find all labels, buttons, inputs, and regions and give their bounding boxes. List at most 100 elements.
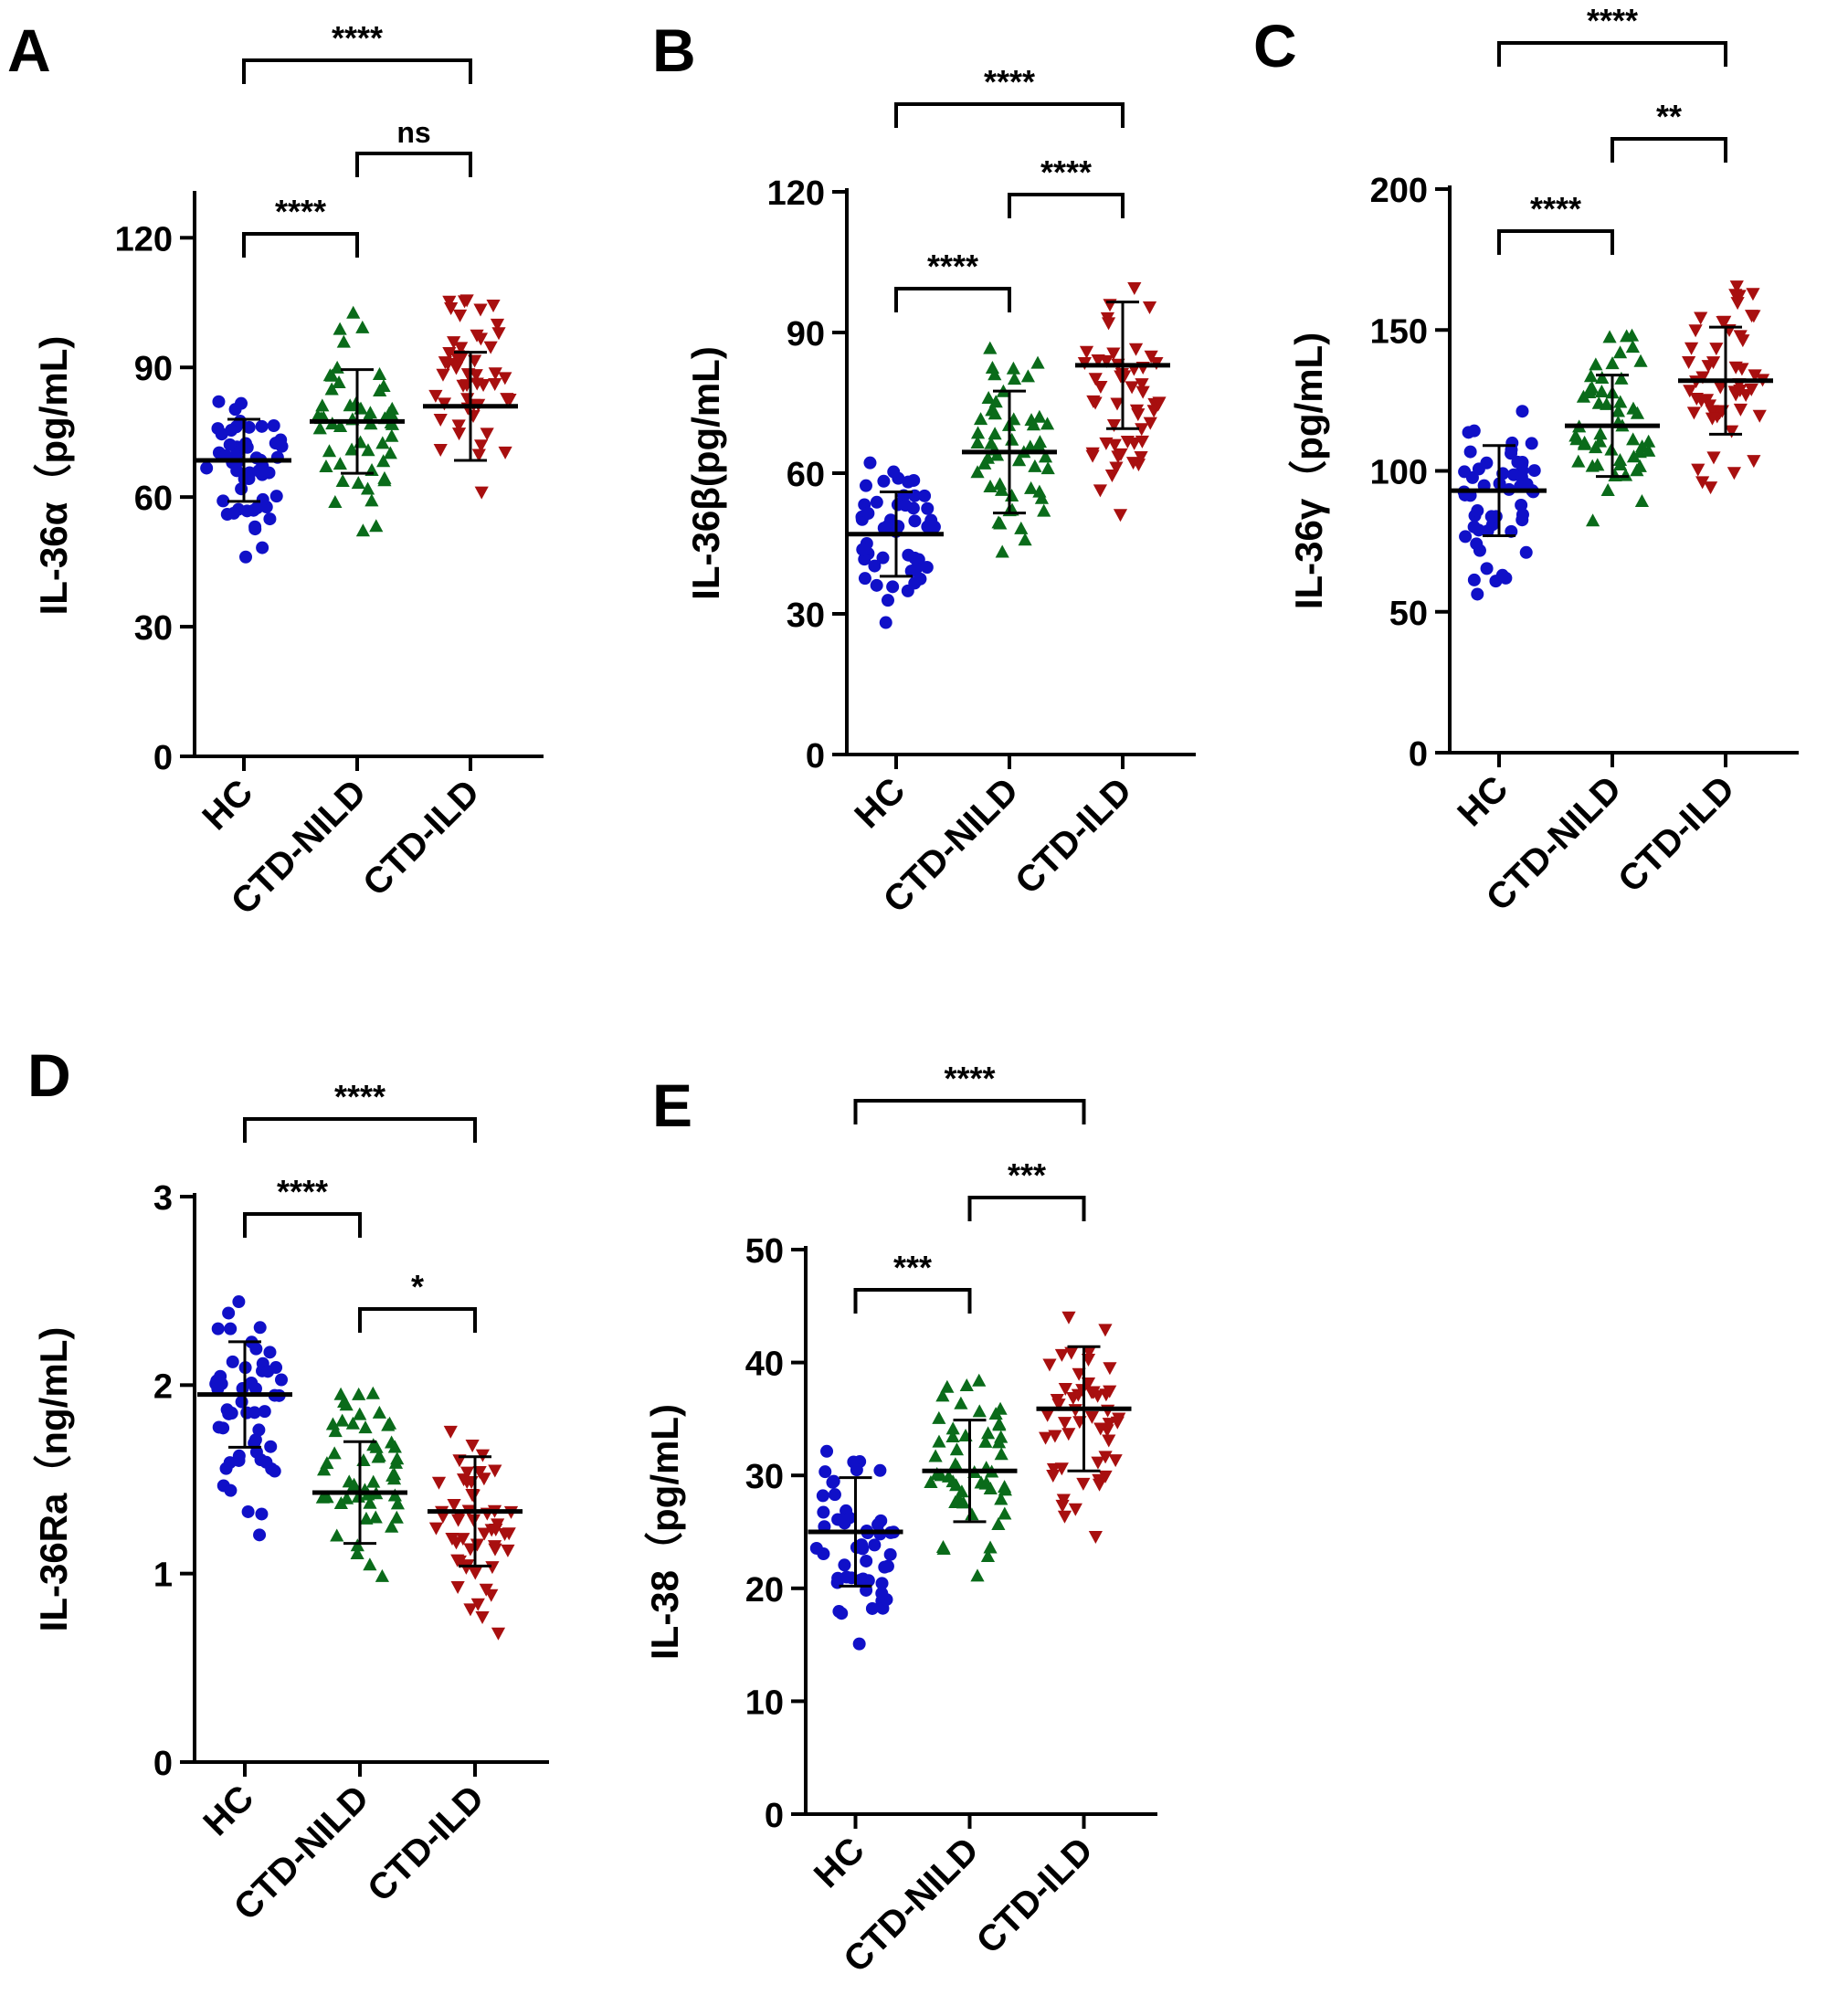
series-CTD-NILD <box>924 1373 1012 1582</box>
series-HC <box>855 456 941 629</box>
data-point <box>1583 369 1599 383</box>
data-point <box>502 1527 516 1541</box>
x-tick-label: CTD-ILD <box>360 1778 491 1909</box>
data-point <box>981 1426 996 1440</box>
data-point <box>1471 504 1484 518</box>
data-point <box>1102 1434 1116 1448</box>
data-point <box>375 1568 389 1582</box>
data-point <box>1040 1409 1055 1422</box>
data-point <box>928 1449 943 1462</box>
data-point <box>1054 1348 1070 1362</box>
data-point <box>1046 1469 1061 1483</box>
data-point <box>1632 459 1647 472</box>
data-point <box>498 372 512 385</box>
data-point <box>1098 1451 1113 1464</box>
data-point <box>1127 282 1142 296</box>
data-point <box>1613 395 1628 408</box>
data-point <box>1072 1367 1086 1381</box>
data-point <box>860 1554 873 1567</box>
data-point <box>355 320 370 333</box>
data-point <box>1527 464 1541 478</box>
data-point <box>252 1423 266 1437</box>
data-point <box>333 418 348 432</box>
data-point <box>1088 373 1103 386</box>
significance-bracket <box>1497 229 1614 255</box>
data-point <box>878 1560 892 1574</box>
data-point <box>981 391 996 405</box>
data-point <box>1725 425 1739 438</box>
data-point <box>1026 417 1041 431</box>
data-point <box>1112 1412 1126 1426</box>
data-point <box>856 543 870 556</box>
y-tick-label: 20 <box>745 1571 784 1610</box>
data-point <box>1605 356 1620 370</box>
data-point <box>945 1421 960 1435</box>
data-point <box>1144 350 1158 364</box>
data-point <box>1092 1478 1107 1492</box>
significance-bracket <box>355 152 472 177</box>
data-point <box>955 1484 969 1498</box>
data-point <box>1706 451 1721 465</box>
data-point <box>451 419 466 433</box>
data-point <box>368 1510 383 1524</box>
data-point <box>940 1379 955 1393</box>
panel-letter: C <box>1253 12 1297 79</box>
y-tick-label: 0 <box>806 737 825 776</box>
y-tick-label: 60 <box>134 480 173 518</box>
data-point <box>498 446 512 459</box>
data-point <box>350 1546 364 1560</box>
data-point <box>1011 453 1027 467</box>
y-tick-label: 100 <box>1370 454 1428 492</box>
y-tick-label: 10 <box>745 1684 784 1722</box>
data-point <box>932 1410 946 1424</box>
data-point <box>987 427 1002 440</box>
data-point <box>317 1462 332 1476</box>
data-point <box>312 421 327 435</box>
data-point <box>858 572 871 586</box>
data-point <box>324 382 339 396</box>
data-point <box>935 1388 950 1402</box>
data-point <box>965 1507 979 1521</box>
data-point <box>1519 545 1533 559</box>
significance-label: *** <box>1008 1156 1046 1194</box>
data-point <box>232 1453 246 1467</box>
data-point <box>1571 454 1586 468</box>
data-point <box>466 1489 481 1503</box>
data-point <box>936 1541 951 1555</box>
significance-label: **** <box>944 1060 995 1097</box>
data-point <box>868 1538 882 1552</box>
data-point <box>469 369 483 383</box>
y-tick-label: 60 <box>787 456 825 494</box>
data-point <box>1143 417 1157 430</box>
data-point <box>883 1547 897 1561</box>
data-point <box>817 1505 830 1519</box>
data-point <box>1007 372 1022 385</box>
y-tick-label: 30 <box>745 1458 784 1496</box>
data-point <box>1064 1346 1079 1360</box>
significance-label: **** <box>277 1173 328 1210</box>
data-point <box>330 360 344 374</box>
data-point <box>473 303 488 317</box>
data-point <box>1691 463 1706 477</box>
data-point <box>211 1322 225 1335</box>
data-point <box>1591 396 1606 409</box>
data-point <box>1467 424 1481 438</box>
data-point <box>390 1451 405 1465</box>
y-tick-label: 2 <box>153 1367 173 1406</box>
series-CTD-NILD <box>315 1386 406 1582</box>
data-point <box>991 1516 1006 1530</box>
data-point <box>826 1475 840 1489</box>
data-point <box>433 414 448 427</box>
data-point <box>1127 437 1142 450</box>
data-point <box>256 541 269 554</box>
data-point <box>241 1504 255 1518</box>
x-tick-label: CTD-ILD <box>1008 770 1139 902</box>
panel-letter: D <box>27 1041 71 1109</box>
data-point <box>248 1433 262 1447</box>
data-point <box>879 616 892 629</box>
data-point <box>1109 461 1124 475</box>
x-tick-label: HC <box>195 772 260 838</box>
data-point <box>1034 491 1050 504</box>
data-point <box>850 1463 863 1477</box>
data-point <box>456 1533 470 1546</box>
